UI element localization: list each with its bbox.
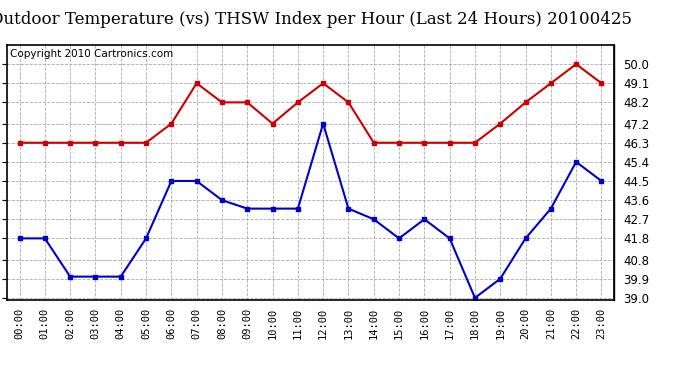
Text: Copyright 2010 Cartronics.com: Copyright 2010 Cartronics.com	[10, 49, 173, 59]
Text: Outdoor Temperature (vs) THSW Index per Hour (Last 24 Hours) 20100425: Outdoor Temperature (vs) THSW Index per …	[0, 11, 631, 28]
